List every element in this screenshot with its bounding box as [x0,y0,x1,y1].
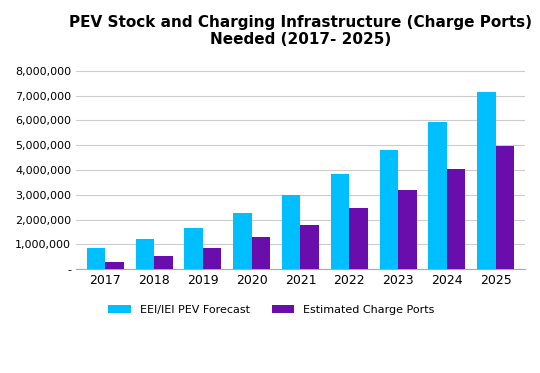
Bar [154,256,173,269]
Bar [380,150,398,269]
Bar [447,169,465,269]
Bar [252,237,270,269]
Bar [331,175,349,269]
Title: PEV Stock and Charging Infrastructure (Charge Ports)
Needed (2017- 2025): PEV Stock and Charging Infrastructure (C… [69,15,532,47]
Bar [349,209,368,269]
Bar [184,228,203,269]
Bar [282,195,300,269]
Bar [87,248,105,269]
Bar [300,225,319,269]
Bar [477,92,496,269]
Bar [428,122,447,269]
Bar [398,190,417,269]
Bar [136,239,154,269]
Bar [203,248,221,269]
Legend: EEI/IEI PEV Forecast, Estimated Charge Ports: EEI/IEI PEV Forecast, Estimated Charge P… [104,300,438,319]
Bar [105,262,124,269]
Bar [233,213,252,269]
Bar [496,146,514,269]
